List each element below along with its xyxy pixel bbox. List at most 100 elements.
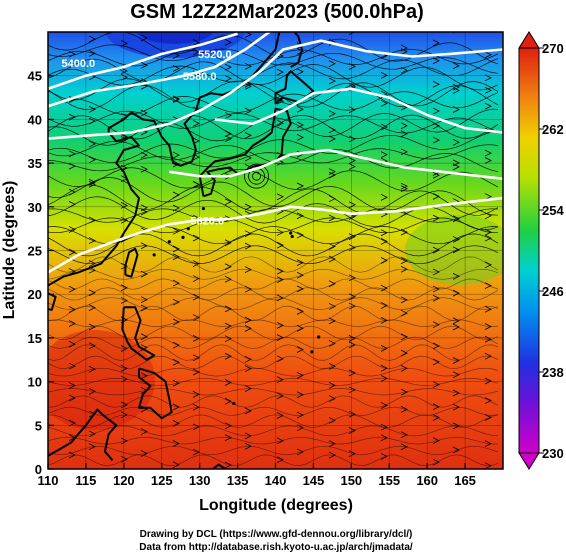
streamline [48,208,499,223]
wind-arrow [400,349,408,357]
wind-arrow [452,138,460,146]
wind-arrow [328,214,336,222]
y-tick-label: 15 [28,331,42,346]
wind-arrow [68,451,76,459]
plot-area: 5400.0 5520.0 5580.0 5820.0 [48,32,503,469]
wind-arrow [328,340,336,347]
wind-arrow [120,455,128,463]
streamline [48,355,499,370]
wind-arrow [172,318,180,326]
wind-arrow [68,113,76,121]
x-tick-label: 155 [378,473,400,488]
wind-arrow [452,83,460,91]
wind-arrow [400,364,408,372]
wind-arrow [452,323,460,331]
streamline [48,287,499,301]
wind-arrow [192,120,200,127]
coastline [121,306,156,361]
wind-arrow [432,214,440,222]
wind-arrow [68,320,76,327]
wind-arrow [484,282,492,289]
wind-arrow [348,163,356,170]
wind-arrow [328,417,336,424]
wind-arrow [484,87,492,94]
wind-arrow [88,388,96,395]
wind-arrow [452,62,460,70]
wind-arrow [400,309,408,317]
wind-arrow [120,67,128,75]
wind-arrow [224,63,232,71]
wind-arrow [244,107,252,115]
contour-line [48,39,503,140]
height-contours: 5400.0 5520.0 5580.0 5820.0 [48,32,503,274]
wind-arrow [400,44,408,52]
streamline [48,44,499,74]
wind-arrow [328,77,336,85]
streamline [48,344,499,361]
x-tick-label: 150 [340,473,362,488]
wind-arrow [224,198,232,206]
wind-arrow [172,151,180,159]
wind-arrow [88,342,96,350]
wind-arrow [484,377,492,385]
wind-arrow [348,450,356,457]
vortex-ring [252,171,261,181]
wind-arrow [348,341,356,349]
wind-arrow [224,434,232,442]
wind-arrow [276,334,284,342]
wind-arrow [192,354,200,362]
streamline [48,256,499,273]
wind-arrow [224,335,232,343]
wind-arrow [380,238,388,245]
streamline [48,297,499,310]
island [289,231,293,235]
wind-arrow [68,419,76,427]
wind-arrow [140,428,148,435]
wind-arrow [348,293,356,301]
island [152,253,156,257]
wind-arrow [400,148,408,156]
wind-arrow [484,352,492,360]
wind-arrow [88,237,96,244]
credit-dcl: Drawing by DCL (https://www.gfd-dennou.o… [140,529,413,540]
wind-arrow [328,171,336,179]
wind-arrow [452,403,460,411]
wind-arrow [296,285,304,293]
wind-arrow [244,266,252,273]
x-tick-label: 130 [189,473,211,488]
wind-arrow [380,434,388,442]
wind-arrow [432,403,440,411]
wind-arrow [120,39,128,47]
wind-arrow [244,385,252,392]
wind-arrow [192,137,200,145]
wind-arrow [224,422,232,430]
wind-arrow [380,123,388,131]
wind-arrow [432,80,440,88]
wind-arrow [432,246,440,254]
contour-line [169,148,503,181]
wind-arrow [484,462,492,469]
x-tick-label: 145 [303,473,325,488]
wind-arrow [432,268,440,276]
wind-arrow [452,389,460,397]
wind-arrow [120,345,128,352]
wind-arrow [88,289,96,297]
wind-arrow [120,216,128,224]
wind-arrow [88,323,96,331]
wind-arrow [484,51,492,59]
wind-arrow [432,171,440,179]
wind-arrow [68,188,76,196]
wind-arrow [120,136,128,143]
wind-arrow [348,135,356,143]
coastline [211,463,228,469]
wind-arrow [244,442,252,450]
wind-arrow [224,39,232,46]
wind-arrow [452,357,460,364]
wind-arrow [328,60,336,67]
wind-arrow [296,47,304,55]
wind-arrow [452,317,460,325]
y-axis-ticks: 0 5 10 15 20 25 30 35 40 45 [28,69,54,477]
wind-arrow [400,296,408,304]
island [317,335,321,339]
